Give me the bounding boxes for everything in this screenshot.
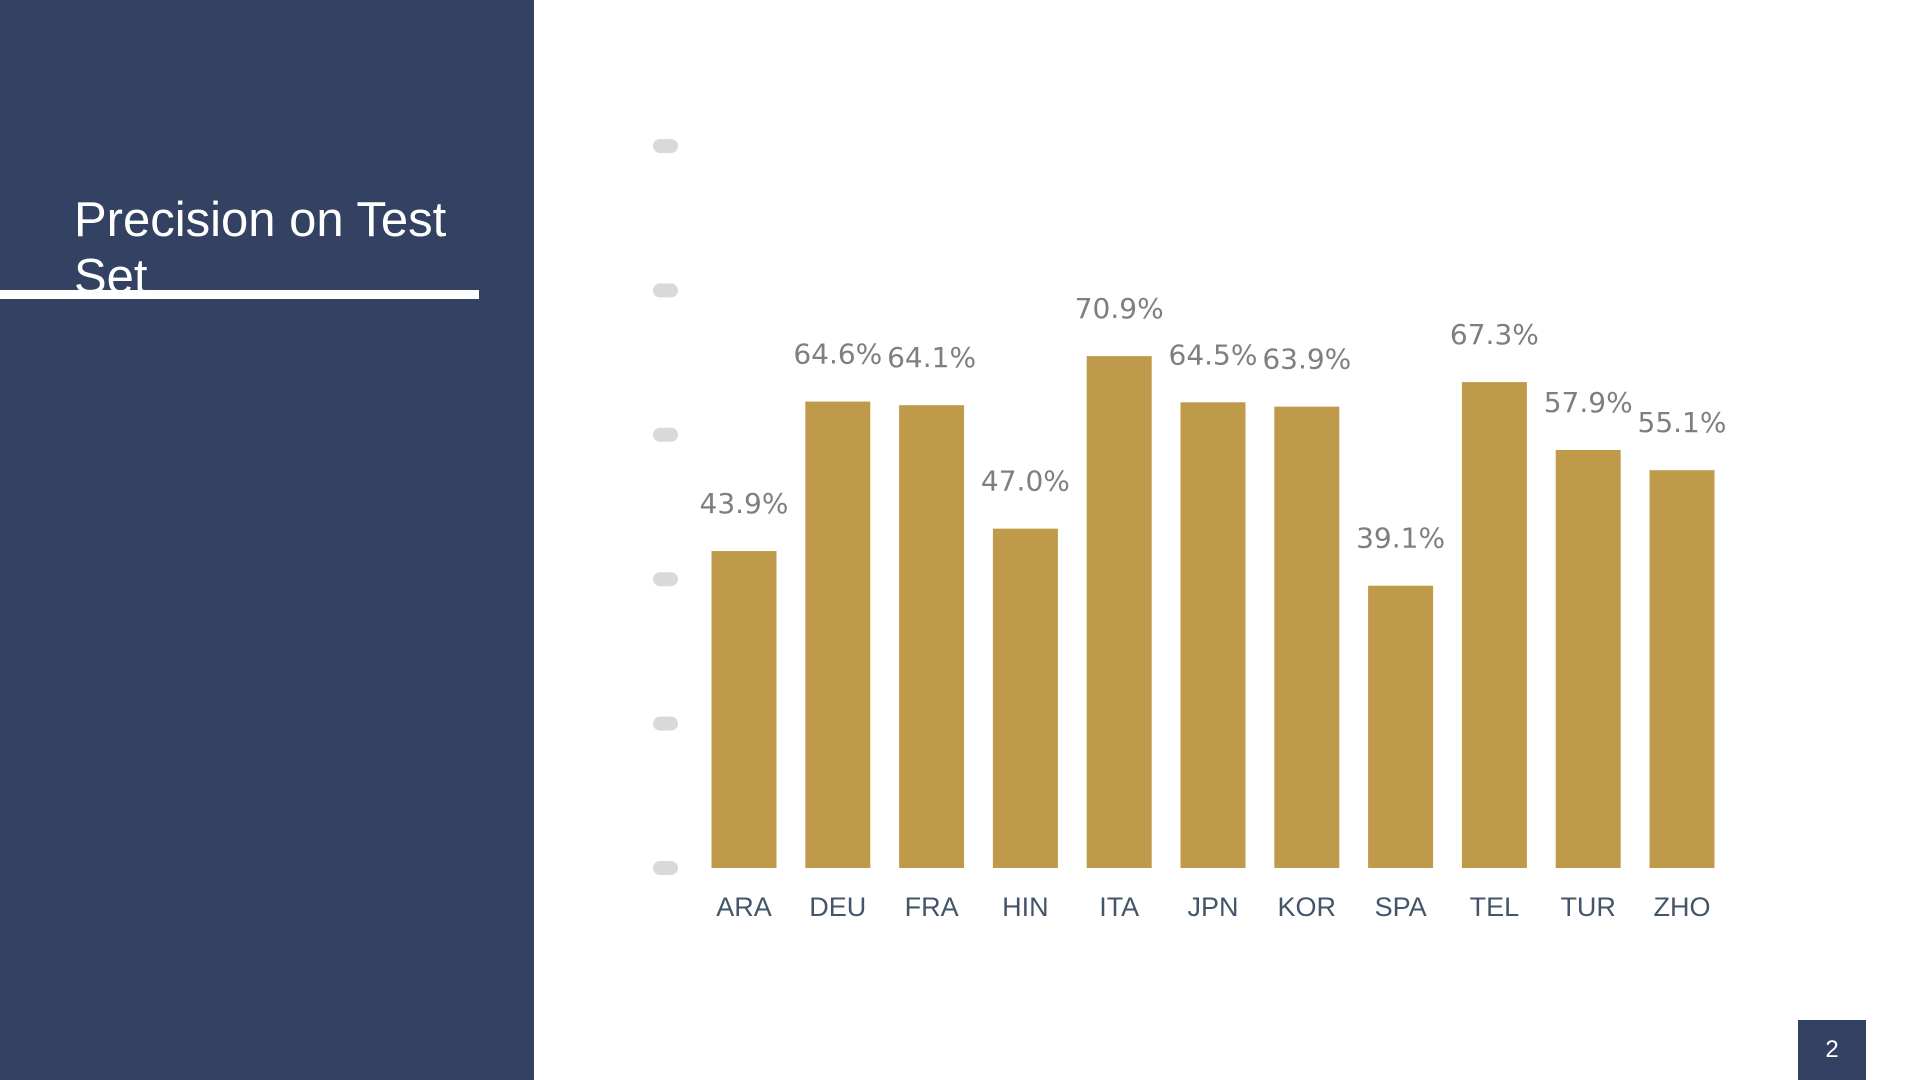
data-label: 47.0% — [981, 465, 1070, 498]
data-label: 70.9% — [1075, 292, 1164, 325]
bar-chart: 43.9% ARA 64.6% DEU 64.1% FRA 47.0% HIN 70.9% ITA… — [653, 139, 1727, 922]
bar-tel — [1461, 382, 1527, 868]
data-label: 55.1% — [1638, 406, 1727, 439]
title-panel: Precision on Test Set — [0, 0, 534, 1080]
category-label: SPA — [1375, 892, 1427, 922]
page-number-badge: 2 — [1798, 1020, 1866, 1080]
category-label: ZHO — [1654, 892, 1711, 922]
chart-area: 43.9% ARA 64.6% DEU 64.1% FRA 47.0% HIN 70.9% ITA… — [534, 0, 1920, 1080]
bar-hin — [992, 528, 1058, 868]
data-label: 63.9% — [1262, 343, 1351, 376]
bar-tur — [1555, 449, 1621, 868]
gridline-marker — [653, 572, 678, 587]
title-underline — [0, 290, 479, 299]
category-label: KOR — [1278, 892, 1337, 922]
gridline-marker — [653, 861, 678, 875]
category-label: FRA — [905, 892, 959, 922]
category-label: HIN — [1002, 892, 1048, 922]
data-label: 64.1% — [887, 341, 976, 374]
category-label: TUR — [1560, 892, 1616, 922]
bar-ita — [1086, 356, 1152, 868]
data-label: 57.9% — [1544, 386, 1633, 419]
gridline-marker — [653, 427, 678, 442]
gridline-marker — [653, 283, 678, 298]
category-label: DEU — [809, 892, 866, 922]
category-label: ITA — [1099, 892, 1139, 922]
data-label: 67.3% — [1450, 318, 1539, 351]
data-label: 43.9% — [700, 487, 789, 520]
gridline-marker — [653, 716, 678, 731]
data-label: 64.6% — [793, 338, 882, 371]
category-label: ARA — [716, 892, 772, 922]
bar-fra — [899, 405, 965, 868]
bar-kor — [1274, 406, 1340, 868]
bar-spa — [1368, 585, 1434, 868]
category-label: TEL — [1470, 892, 1520, 922]
data-label: 64.5% — [1169, 338, 1258, 371]
bar-ara — [711, 551, 777, 868]
gridline-marker — [653, 139, 678, 153]
data-label: 39.1% — [1356, 522, 1445, 555]
page-number: 2 — [1825, 1036, 1839, 1063]
bar-jpn — [1180, 402, 1246, 868]
bar-deu — [805, 401, 871, 868]
bar-zho — [1649, 470, 1715, 868]
slide-title: Precision on Test Set — [74, 193, 447, 304]
category-label: JPN — [1187, 892, 1238, 922]
